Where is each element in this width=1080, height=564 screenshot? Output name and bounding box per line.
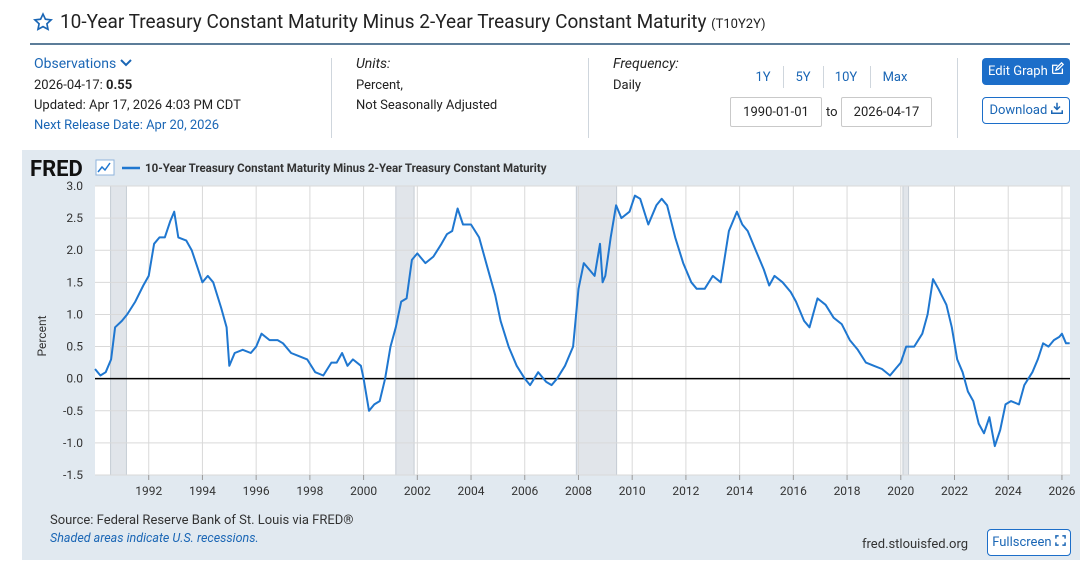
y-tick-label: 0.0	[66, 372, 83, 386]
fullscreen-button[interactable]: Fullscreen	[987, 529, 1071, 556]
chart: FRED 10-Year Treasury Constant Maturity …	[30, 157, 1076, 498]
y-tick-label: -0.5	[63, 404, 83, 418]
star-icon[interactable]	[33, 12, 53, 32]
x-tick-label: 2012	[672, 484, 699, 498]
observations-toggle[interactable]: Observations	[34, 56, 132, 72]
y-tick-label: -1.5	[63, 468, 83, 482]
y-tick-label: 0.5	[66, 340, 83, 354]
x-tick-label: 2008	[565, 484, 592, 498]
x-tick-label: 2018	[834, 484, 861, 498]
edit-icon	[1051, 61, 1065, 75]
x-tick-label: 2016	[780, 484, 807, 498]
divider	[331, 58, 332, 138]
divider	[870, 66, 871, 88]
range-button[interactable]: 1Y	[755, 70, 771, 85]
edit-graph-button[interactable]: Edit Graph	[982, 58, 1070, 85]
x-tick-label: 2010	[619, 484, 646, 498]
series-title: 10-Year Treasury Constant Maturity Minus…	[60, 10, 707, 33]
fred-logo: FRED	[30, 157, 83, 182]
observation-line: 2026-04-17: 0.55	[34, 78, 132, 93]
y-tick-label: -1.0	[63, 436, 83, 450]
edit-label: Edit Graph	[987, 64, 1048, 79]
recession-band	[575, 185, 618, 476]
range-button[interactable]: 10Y	[834, 70, 858, 85]
site-link[interactable]: fred.stlouisfed.org	[862, 537, 969, 552]
range-button[interactable]: Max	[882, 70, 908, 85]
recession-note: Shaded areas indicate U.S. recessions.	[50, 531, 259, 546]
units-line: Percent,	[356, 78, 403, 93]
x-tick-label: 2006	[511, 484, 538, 498]
divider	[783, 66, 784, 88]
x-tick-label: 1998	[296, 484, 323, 498]
download-icon	[1050, 102, 1063, 114]
download-label: Download	[989, 103, 1048, 118]
next-release[interactable]: Next Release Date: Apr 20, 2026	[34, 118, 220, 133]
fullscreen-icon	[1054, 535, 1066, 546]
legend-label: 10-Year Treasury Constant Maturity Minus…	[145, 161, 547, 175]
frequency: Daily	[613, 78, 642, 93]
y-tick-label: 1.0	[66, 307, 83, 321]
x-tick-label: 2022	[941, 484, 968, 498]
y-tick-label: 2.0	[66, 243, 83, 257]
x-tick-label: 2020	[887, 484, 914, 498]
series-line	[94, 194, 1070, 448]
y-tick-label: 1.5	[66, 275, 83, 289]
title-rule	[30, 43, 1070, 45]
obs-value: 0.55	[106, 78, 133, 93]
x-tick-label: 2000	[350, 484, 377, 498]
logo-icon	[95, 159, 115, 176]
y-axis-label: Percent	[35, 315, 49, 356]
x-tick-label: 2002	[404, 484, 431, 498]
recession-band	[395, 185, 415, 476]
divider	[823, 66, 824, 88]
source: Source: Federal Reserve Bank of St. Loui…	[50, 513, 354, 528]
x-tick-label: 1992	[135, 484, 162, 498]
range-button[interactable]: 5Y	[795, 70, 811, 85]
x-tick-label: 2024	[995, 484, 1022, 498]
x-tick-label: 2004	[458, 484, 485, 498]
frequency-label: Frequency:	[613, 56, 679, 72]
series-ticker: (T10Y2Y)	[711, 17, 766, 32]
to-label: to	[826, 105, 838, 120]
start-date-input[interactable]: 1990-01-01	[730, 97, 822, 127]
divider	[588, 58, 589, 138]
end-date-input[interactable]: 2026-04-17	[841, 97, 932, 127]
title-row: 10-Year Treasury Constant Maturity Minus…	[60, 10, 766, 33]
x-tick-label: 2026	[1048, 484, 1075, 498]
divider	[957, 58, 958, 138]
recession-band	[902, 185, 910, 476]
recession-band	[110, 185, 127, 476]
chevron-icon	[120, 59, 132, 67]
units-line: Not Seasonally Adjusted	[356, 98, 498, 113]
y-tick-label: 3.0	[66, 179, 83, 193]
units-label: Units:	[356, 56, 391, 72]
fullscreen-label: Fullscreen	[992, 535, 1052, 550]
obs-date: 2026-04-17:	[34, 78, 103, 93]
updated: Updated: Apr 17, 2026 4:03 PM CDT	[34, 98, 241, 113]
download-button[interactable]: Download	[982, 97, 1070, 124]
chart-panel: FRED 10-Year Treasury Constant Maturity …	[22, 150, 1080, 560]
x-tick-label: 1994	[189, 484, 216, 498]
y-tick-label: 2.5	[66, 211, 83, 225]
observations-label: Observations	[34, 56, 117, 72]
x-tick-label: 2014	[726, 484, 753, 498]
x-tick-label: 1996	[243, 484, 270, 498]
